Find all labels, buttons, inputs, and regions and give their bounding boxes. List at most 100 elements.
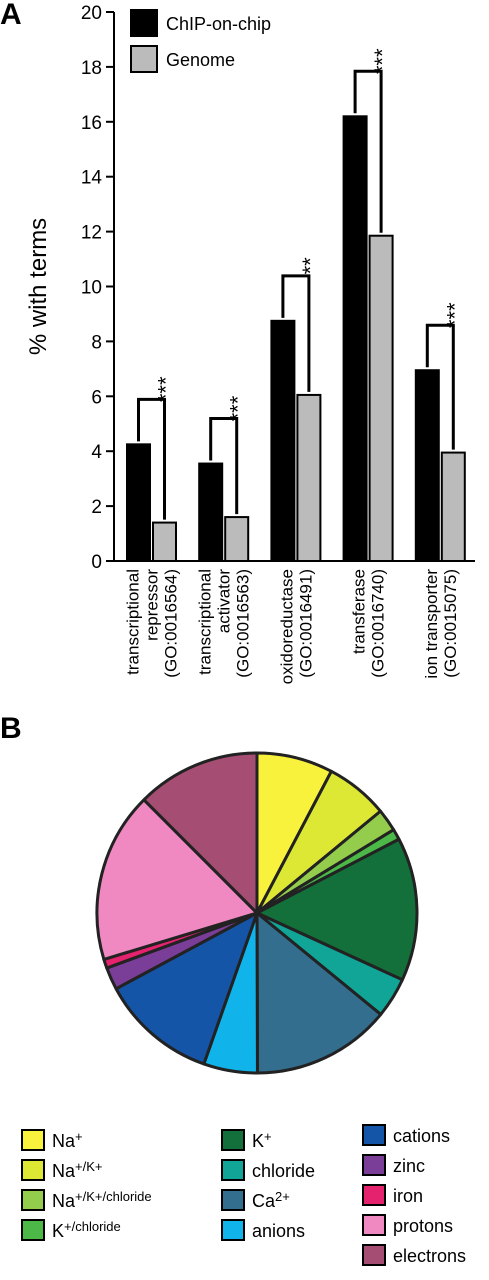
pie-legend-label-base: anions	[252, 1221, 305, 1241]
pie-legend-label-base: chloride	[252, 1161, 315, 1181]
significance-label: ***	[226, 395, 251, 421]
x-tick-label: oxidoreductase	[277, 569, 296, 684]
x-tick-label: transcriptional	[196, 569, 215, 675]
pie-legend-label-base: K	[52, 1221, 64, 1241]
y-tick-label: 20	[81, 3, 102, 24]
bar-genome	[296, 393, 322, 562]
x-tick-label: (GO:0016563)	[234, 569, 253, 678]
y-tick-label: 14	[81, 168, 103, 189]
legend-label: Genome	[166, 50, 235, 70]
pie-legend-swatch	[362, 1154, 386, 1176]
pie-legend-swatch	[221, 1189, 245, 1211]
x-tick-label: (GO:0015075)	[441, 569, 460, 678]
pie-legend-label-base: Na	[52, 1191, 76, 1211]
bar-chip-on-chip	[342, 115, 368, 562]
pie-slice	[255, 911, 383, 1075]
pie-legend-swatch	[362, 1124, 386, 1146]
legend-label: ChIP-on-chip	[166, 14, 271, 34]
bar-genome	[368, 234, 394, 562]
pie-legend-label-base: iron	[393, 1186, 423, 1206]
legend-swatch	[130, 45, 158, 73]
y-tick-label: 10	[81, 278, 102, 299]
pie-legend-label-base: Na	[52, 1161, 76, 1181]
significance-bracket	[281, 274, 311, 392]
pie-slice	[142, 751, 259, 915]
significance-bracket	[425, 323, 455, 450]
pie-legend-label-base: cations	[393, 1126, 450, 1146]
y-tick-label: 16	[81, 113, 102, 134]
bar-chart: 0 2 4 6 8 10 12 14 16 18 20 % with terms *** transcri…	[25, 3, 475, 684]
bar-genome	[224, 516, 250, 563]
significance-label: ***	[370, 48, 395, 74]
pie-legend-swatch	[21, 1189, 45, 1211]
significance-label: **	[298, 257, 323, 275]
pie-slice	[114, 911, 259, 1066]
pie-legend-label-base: protons	[393, 1216, 453, 1236]
bar-chip-on-chip	[198, 462, 224, 562]
pie-legend-label-sup: +/chloride	[64, 1219, 121, 1234]
y-tick-label: 0	[91, 552, 102, 573]
x-tick-label: ion transporter	[422, 569, 441, 679]
pie-legend-label-base: Ca	[252, 1191, 276, 1211]
bar-genome	[152, 521, 177, 563]
significance-label: ***	[154, 376, 179, 402]
pie-legend-label: Na+	[52, 1129, 83, 1151]
panel-a-label: A	[0, 0, 22, 31]
pie-legend-swatch	[362, 1244, 386, 1266]
x-tick-label: repressor	[143, 569, 162, 641]
y-tick-label: 6	[91, 387, 102, 408]
pie-legend-label-sup: 2+	[275, 1189, 290, 1204]
x-tick-label: activator	[215, 569, 234, 634]
x-tick-label: (GO:0016564)	[162, 569, 181, 678]
pie-legend-label-sup: +	[75, 1129, 83, 1144]
pie-legend-label: electrons	[393, 1246, 466, 1266]
pie-legend-label-sup: +/K+/chloride	[75, 1189, 152, 1204]
pie-legend-swatch	[21, 1159, 45, 1181]
pie-legend-label-base: electrons	[393, 1246, 466, 1266]
pie-legend-label-base: zinc	[393, 1156, 425, 1176]
pie-legend-swatch	[221, 1219, 245, 1241]
panel-b-label: B	[0, 712, 22, 745]
pie-slice	[95, 798, 259, 961]
bar-chip-on-chip	[126, 443, 151, 562]
significance-label: ***	[442, 302, 467, 328]
pie-legend-label: chloride	[252, 1161, 315, 1181]
pie-legend-label: anions	[252, 1221, 305, 1241]
pie-legend-swatch	[221, 1159, 245, 1181]
y-tick-label: 18	[81, 58, 102, 79]
pie-legend-label: cations	[393, 1126, 450, 1146]
pie-legend-label: Na+/K+	[52, 1159, 102, 1181]
pie-legend-swatch	[221, 1129, 245, 1151]
x-tick-label: transcriptional	[124, 569, 143, 675]
y-tick-label: 4	[91, 442, 102, 463]
pie-chart: Na+Na+/K+Na+/K+/chlorideK+/chlorideK+chl…	[21, 751, 466, 1266]
pie-legend-label: zinc	[393, 1156, 425, 1176]
pie-legend-swatch	[362, 1184, 386, 1206]
pie-legend-label: K+	[252, 1129, 272, 1151]
bar-genome	[440, 451, 466, 563]
pie-slice	[255, 837, 419, 982]
pie-legend-label: Ca2+	[252, 1189, 290, 1211]
significance-bracket	[209, 417, 239, 515]
pie-legend-label: protons	[393, 1216, 453, 1236]
y-tick-label: 8	[91, 332, 102, 353]
pie-legend-swatch	[21, 1219, 45, 1241]
pie-legend-swatch	[21, 1129, 45, 1151]
y-tick-label: 12	[81, 223, 102, 244]
y-tick-label: 2	[91, 497, 102, 518]
y-axis-label: % with terms	[25, 218, 52, 355]
pie-legend-label-base: K	[252, 1131, 264, 1151]
x-tick-label: transferase	[350, 569, 369, 654]
x-tick-label: (GO:0016491)	[296, 569, 315, 678]
bar-chip-on-chip	[270, 319, 296, 562]
pie-legend-label: K+/chloride	[52, 1219, 121, 1241]
pie-legend-swatch	[362, 1214, 386, 1236]
significance-bracket	[137, 397, 166, 520]
bar-chip-on-chip	[414, 369, 440, 562]
pie-legend-label: iron	[393, 1186, 423, 1206]
legend-swatch	[130, 9, 158, 37]
pie-legend-label-sup: +/K+	[75, 1159, 102, 1174]
x-tick-label: (GO:0016740)	[369, 569, 388, 678]
pie-legend-label-base: Na	[52, 1131, 76, 1151]
